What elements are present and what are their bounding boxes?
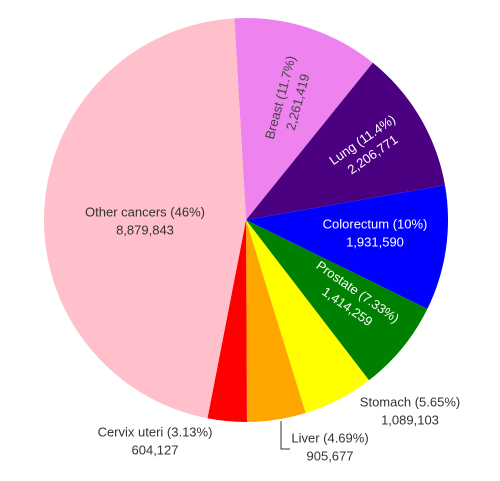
slice-label: Other cancers (46%) 8,879,843 <box>85 204 205 237</box>
category-label: Colorectum (10%) <box>323 216 428 231</box>
slice-label: Cervix uteri (3.13%) 604,127 <box>98 424 213 457</box>
category-label: Liver (4.69%) <box>291 430 368 445</box>
pie-slice <box>246 220 369 413</box>
pie-slice <box>246 185 448 309</box>
leader-line <box>280 421 290 450</box>
slice-label: Stomach (5.65%) 1,089,103 <box>360 394 460 427</box>
pie-slice <box>246 220 428 381</box>
pie-slice <box>246 220 306 422</box>
category-label: Other cancers (46%) <box>85 204 205 219</box>
pie-slice <box>207 220 247 422</box>
pie-slice <box>246 62 445 221</box>
slice-label: Colorectum (10%) 1,931,590 <box>323 216 428 249</box>
category-label: Cervix uteri (3.13%) <box>98 424 213 439</box>
slice-label: Liver (4.69%) 905,677 <box>291 430 368 463</box>
pie-slice <box>44 18 247 419</box>
value-label: 1,931,590 <box>346 234 404 249</box>
pie-slice <box>234 18 373 221</box>
pie <box>44 18 448 422</box>
value-label: 905,677 <box>307 448 354 463</box>
category-label: Stomach (5.65%) <box>360 394 460 409</box>
value-label: 8,879,843 <box>116 222 174 237</box>
value-label: 604,127 <box>132 442 179 457</box>
value-label: 1,089,103 <box>381 412 439 427</box>
